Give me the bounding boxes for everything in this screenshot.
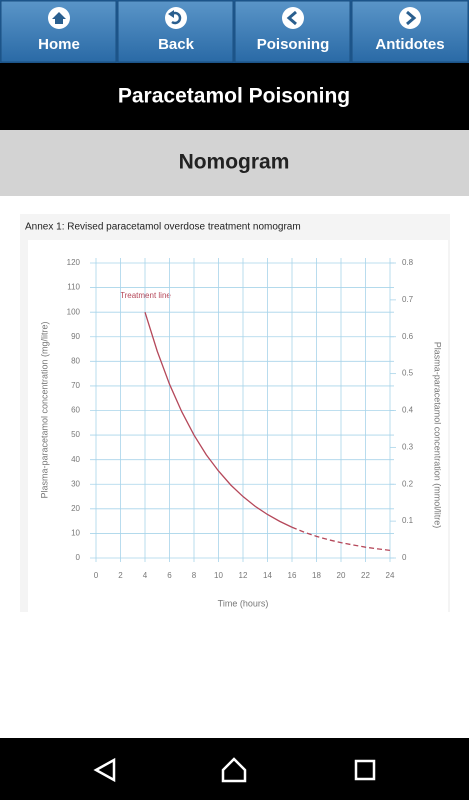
x-tick-label: 24	[386, 571, 395, 580]
nav-label[interactable]: Home	[38, 36, 80, 53]
y2-tick-label: 0.3	[402, 442, 414, 451]
nav-label[interactable]: Antidotes	[375, 36, 444, 53]
y-tick-label: 30	[71, 479, 80, 488]
x-tick-label: 22	[361, 571, 370, 580]
section-title: Nomogram	[179, 151, 290, 174]
x-tick-label: 12	[239, 571, 248, 580]
y2-axis-label: Plasma-paracetamol concentration (mmol/l…	[433, 342, 443, 529]
chart-title: Annex 1: Revised paracetamol overdose tr…	[25, 222, 301, 233]
y-tick-label: 50	[71, 430, 80, 439]
y-tick-label: 10	[71, 529, 80, 538]
y-axis-label: Plasma-paracetamol concentration (mg/lit…	[39, 321, 49, 498]
nav-poisoning[interactable]: Poisoning	[234, 0, 351, 63]
x-tick-label: 2	[118, 571, 123, 580]
nav-antidotes[interactable]: Antidotes	[351, 0, 469, 63]
y-tick-label: 110	[67, 283, 80, 292]
y2-tick-label: 0.7	[402, 295, 414, 304]
x-tick-label: 6	[167, 571, 172, 580]
y-tick-label: 80	[71, 356, 80, 365]
treatment-line	[291, 526, 391, 552]
nav-home[interactable]: Home	[0, 0, 117, 63]
y-tick-label: 70	[71, 381, 80, 390]
nav-back[interactable]: Back	[117, 0, 234, 63]
x-tick-label: 0	[94, 571, 99, 580]
y2-tick-label: 0.8	[402, 258, 414, 267]
annotation: Treatment line	[120, 291, 171, 300]
y-tick-label: 40	[71, 455, 80, 464]
x-tick-label: 4	[143, 571, 148, 580]
nav-label[interactable]: Back	[158, 36, 195, 53]
x-axis-label: Time (hours)	[218, 598, 269, 608]
x-tick-label: 14	[263, 571, 272, 580]
y-tick-label: 60	[71, 406, 80, 415]
y2-tick-label: 0.4	[402, 406, 414, 415]
section-bar	[0, 130, 469, 196]
page-title: Paracetamol Poisoning	[118, 85, 350, 108]
y2-tick-label: 0.5	[402, 369, 414, 378]
system-recents[interactable]	[354, 759, 376, 781]
y2-tick-label: 0	[402, 553, 407, 562]
y2-tick-label: 0.6	[402, 332, 414, 341]
nav-label[interactable]: Poisoning	[257, 36, 330, 53]
y-tick-label: 90	[71, 332, 80, 341]
treatment-line	[144, 311, 293, 528]
plot-panel	[28, 240, 448, 612]
x-tick-label: 16	[288, 571, 297, 580]
x-tick-label: 10	[214, 571, 223, 580]
y-tick-label: 120	[67, 258, 81, 267]
system-back[interactable]	[93, 757, 116, 783]
system-home[interactable]	[221, 757, 247, 783]
x-tick-label: 20	[337, 571, 346, 580]
y2-tick-label: 0.2	[402, 479, 414, 488]
y2-tick-label: 0.1	[402, 516, 414, 525]
y-tick-label: 100	[67, 307, 81, 316]
x-tick-label: 8	[192, 571, 197, 580]
y-tick-label: 20	[71, 504, 80, 513]
x-tick-label: 18	[312, 571, 321, 580]
header-bar	[0, 63, 469, 130]
y-tick-label: 0	[76, 553, 81, 562]
system-nav-bar	[0, 738, 469, 800]
